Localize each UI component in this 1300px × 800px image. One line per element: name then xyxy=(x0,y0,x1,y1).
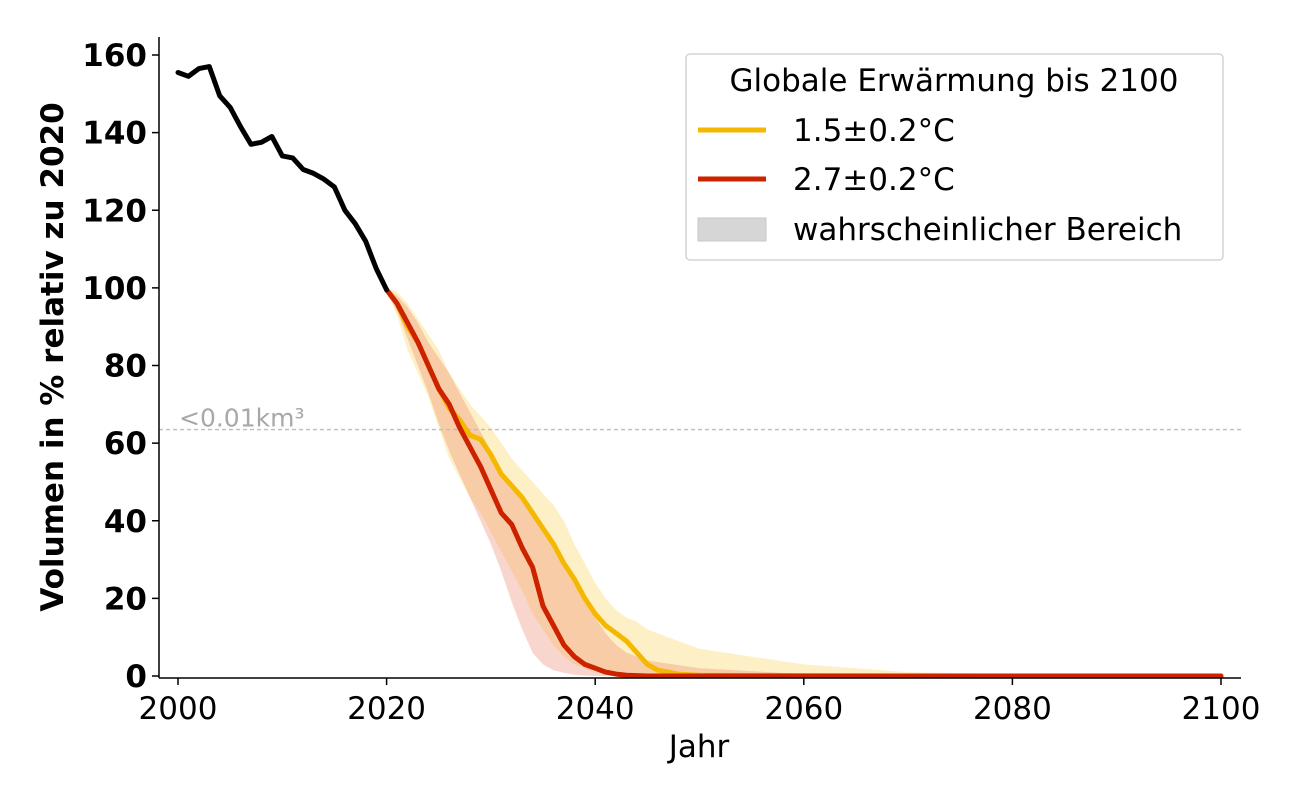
legend-box xyxy=(685,53,1224,261)
observed-line xyxy=(175,64,390,293)
y-tick-label: 0 xyxy=(125,659,147,695)
y-tick-label: 60 xyxy=(104,426,147,462)
y-tick-label: 40 xyxy=(104,504,147,540)
y-tick-label: 140 xyxy=(82,116,147,152)
legend-label: 1.5±0.2°C xyxy=(793,113,955,149)
legend-title: Globale Erwärmung bis 2100 xyxy=(730,63,1179,99)
x-tick-label: 2080 xyxy=(973,691,1052,727)
legend: Globale Erwärmung bis 2100 1.5±0.2°C 2.7±0… xyxy=(685,53,1224,261)
y-tick-label: 80 xyxy=(104,349,147,385)
x-axis-label: Jahr xyxy=(667,729,730,765)
y-tick-label: 160 xyxy=(82,38,147,74)
x-tick-label: 2100 xyxy=(1182,691,1261,727)
x-tick-label: 2040 xyxy=(556,691,635,727)
uncertainty-bands xyxy=(386,287,1222,676)
x-tick-label: 2060 xyxy=(764,691,843,727)
legend-label: 2.7±0.2°C xyxy=(793,162,955,198)
band-one xyxy=(386,287,1222,676)
threshold-group: <0.01km³ xyxy=(159,404,1241,433)
x-tick-label: 2000 xyxy=(139,691,218,727)
y-tick-label: 120 xyxy=(82,193,147,229)
legend-label: wahrscheinlicher Bereich xyxy=(793,212,1182,248)
series-line-two xyxy=(384,287,1224,679)
x-tick-label: 2020 xyxy=(347,691,426,727)
y-tick-label: 20 xyxy=(104,581,147,617)
legend-swatch xyxy=(697,217,767,242)
series-line-one xyxy=(384,287,1224,679)
y-tick-label: 100 xyxy=(82,271,147,307)
y-axis-label: Volumen in % relativ zu 2020 xyxy=(35,102,71,611)
series-lines xyxy=(175,64,1224,679)
threshold-label: <0.01km³ xyxy=(179,404,304,433)
